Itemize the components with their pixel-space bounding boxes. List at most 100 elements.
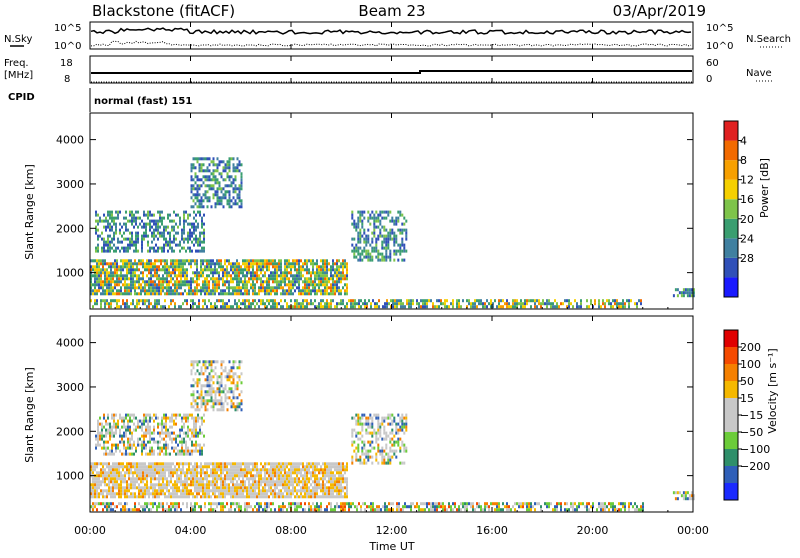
heatmap-cell — [95, 247, 97, 250]
heatmap-cell — [197, 211, 199, 214]
heatmap-cell — [264, 462, 266, 465]
heatmap-cell — [209, 157, 211, 160]
heatmap-cell — [203, 214, 205, 217]
heatmap-cell — [377, 217, 379, 220]
heatmap-cell — [112, 277, 114, 280]
heatmap-cell — [310, 259, 312, 262]
heatmap-cell — [232, 486, 234, 489]
heatmap-cell — [235, 405, 237, 408]
heatmap-cell — [512, 305, 514, 308]
heatmap-cell — [154, 495, 156, 498]
heatmap-cell — [100, 286, 102, 289]
heatmap-cell — [144, 292, 146, 295]
heatmap-cell — [324, 259, 326, 262]
heatmap-cell — [191, 205, 193, 208]
heatmap-cell — [280, 305, 282, 308]
heatmap-cell — [284, 299, 286, 302]
heatmap-cell — [226, 474, 228, 477]
heatmap-cell — [114, 483, 116, 486]
heatmap-cell — [208, 283, 210, 286]
heatmap-cell — [215, 390, 217, 393]
heatmap-cell — [195, 435, 197, 438]
heatmap-cell — [165, 241, 167, 244]
heatmap-cell — [208, 462, 210, 465]
heatmap-cell — [221, 172, 223, 175]
heatmap-cell — [296, 277, 298, 280]
heatmap-cell — [227, 375, 229, 378]
heatmap-cell — [147, 429, 149, 432]
heatmap-cell — [239, 378, 241, 381]
heatmap-cell — [306, 259, 308, 262]
heatmap-cell — [208, 486, 210, 489]
heatmap-cell — [306, 489, 308, 492]
heatmap-cell — [342, 480, 344, 483]
heatmap-cell — [191, 360, 193, 363]
heatmap-cell — [136, 480, 138, 483]
heatmap-cell — [207, 408, 209, 411]
heatmap-cell — [373, 447, 375, 450]
heatmap-cell — [332, 265, 334, 268]
heatmap-cell — [156, 259, 158, 262]
heatmap-cell — [210, 277, 212, 280]
heatmap-cell — [135, 417, 137, 420]
heatmap-cell — [424, 302, 426, 305]
heatmap-cell — [111, 432, 113, 435]
heatmap-cell — [103, 241, 105, 244]
heatmap-cell — [96, 277, 98, 280]
heatmap-cell — [115, 250, 117, 253]
heatmap-cell — [221, 196, 223, 199]
heatmap-cell — [239, 163, 241, 166]
heatmap-cell — [326, 262, 328, 265]
heatmap-cell — [132, 268, 134, 271]
heatmap-cell — [294, 489, 296, 492]
heatmap-cell — [373, 232, 375, 235]
heatmap-cell — [184, 474, 186, 477]
heatmap-cell — [197, 160, 199, 163]
heatmap-cell — [207, 175, 209, 178]
heatmap-cell — [193, 184, 195, 187]
heatmap-cell — [144, 483, 146, 486]
heatmap-cell — [152, 265, 154, 268]
power-heatmap-cells — [90, 157, 695, 308]
heatmap-cell — [124, 465, 126, 468]
heatmap-cell — [146, 468, 148, 471]
heatmap-cell — [357, 432, 359, 435]
heatmap-cell — [677, 288, 679, 291]
heatmap-cell — [94, 486, 96, 489]
heatmap-cell — [146, 474, 148, 477]
heatmap-cell — [142, 259, 144, 262]
heatmap-cell — [100, 271, 102, 274]
heatmap-cell — [191, 175, 193, 178]
heatmap-cell — [252, 462, 254, 465]
heatmap-cell — [405, 229, 407, 232]
heatmap-cell — [182, 486, 184, 489]
heatmap-cell — [361, 226, 363, 229]
heatmap-cell — [270, 492, 272, 495]
heatmap-cell — [316, 489, 318, 492]
heatmap-cell — [112, 486, 114, 489]
heatmap-cell — [180, 286, 182, 289]
heatmap-cell — [252, 274, 254, 277]
heatmap-cell — [272, 286, 274, 289]
heatmap-cell — [201, 399, 203, 402]
heatmap-cell — [158, 483, 160, 486]
heatmap-cell — [393, 232, 395, 235]
heatmap-cell — [163, 250, 165, 253]
heatmap-cell — [346, 489, 348, 492]
heatmap-cell — [328, 305, 330, 308]
heatmap-cell — [112, 495, 114, 498]
heatmap-cell — [286, 271, 288, 274]
heatmap-cell — [235, 408, 237, 411]
heatmap-cell — [218, 474, 220, 477]
heatmap-cell — [268, 468, 270, 471]
heatmap-cell — [184, 259, 186, 262]
heatmap-cell — [188, 280, 190, 283]
heatmap-cell — [200, 468, 202, 471]
heatmap-cell — [290, 492, 292, 495]
heatmap-cell — [193, 211, 195, 214]
heatmap-cell — [213, 163, 215, 166]
heatmap-cell — [142, 277, 144, 280]
heatmap-cell — [282, 462, 284, 465]
heatmap-cell — [314, 492, 316, 495]
heatmap-cell — [364, 305, 366, 308]
